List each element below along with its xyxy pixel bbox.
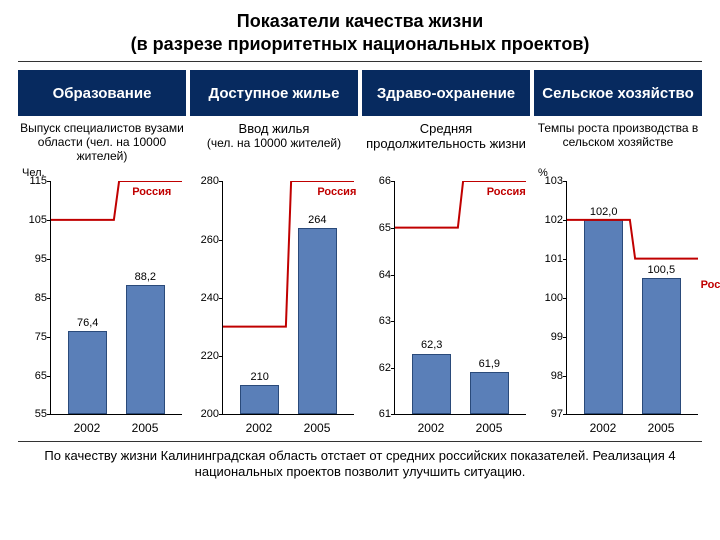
ytick: 55 bbox=[21, 408, 47, 420]
subtitle-3: Темпы роста производства в сельском хозя… bbox=[534, 122, 702, 163]
tab-0: Образование bbox=[18, 70, 186, 116]
ytick: 103 bbox=[537, 175, 563, 187]
ytick: 97 bbox=[537, 408, 563, 420]
ytick: 102 bbox=[537, 214, 563, 226]
ytick-mark bbox=[563, 414, 567, 415]
ytick: 105 bbox=[21, 214, 47, 226]
ytick-mark bbox=[47, 414, 51, 415]
russia-line bbox=[395, 181, 526, 414]
divider-top bbox=[18, 61, 702, 62]
russia-label: Россия bbox=[701, 279, 720, 291]
divider-bottom bbox=[18, 441, 702, 442]
ytick: 200 bbox=[193, 408, 219, 420]
xcat: 2005 bbox=[132, 421, 159, 435]
ytick: 98 bbox=[537, 370, 563, 382]
ytick: 101 bbox=[537, 253, 563, 265]
plot-3: 979899100101102103102,0100,5Россия bbox=[566, 181, 698, 415]
xcat: 2005 bbox=[304, 421, 331, 435]
xcat: 2005 bbox=[648, 421, 675, 435]
ytick: 65 bbox=[365, 222, 391, 234]
ytick: 85 bbox=[21, 292, 47, 304]
ytick: 66 bbox=[365, 175, 391, 187]
ytick: 260 bbox=[193, 234, 219, 246]
title-line2: (в разрезе приоритетных национальных про… bbox=[18, 33, 702, 56]
xcat: 2002 bbox=[590, 421, 617, 435]
ytick: 61 bbox=[365, 408, 391, 420]
ytick-mark bbox=[391, 414, 395, 415]
tab-3: Сельское хозяйство bbox=[534, 70, 702, 116]
title-line1: Показатели качества жизни bbox=[18, 10, 702, 33]
subtitle-2: Средняя продолжительность жизни bbox=[362, 122, 530, 163]
xcat: 2005 bbox=[476, 421, 503, 435]
russia-line bbox=[51, 181, 182, 414]
chart-2: 61626364656662,361,9Россия 2002 2005 bbox=[362, 167, 530, 437]
ytick-mark bbox=[219, 414, 223, 415]
ytick: 99 bbox=[537, 331, 563, 343]
charts-row: Чел.556575859510511576,488,2Россия200220… bbox=[18, 167, 702, 437]
ytick: 95 bbox=[21, 253, 47, 265]
footer-text: По качеству жизни Калининградская област… bbox=[18, 448, 702, 479]
ytick: 115 bbox=[21, 175, 47, 187]
xcat: 2002 bbox=[418, 421, 445, 435]
ytick: 100 bbox=[537, 292, 563, 304]
ytick: 75 bbox=[21, 331, 47, 343]
chart-1: 200220240260280210264Россия 2002 2005 bbox=[190, 167, 358, 437]
ytick: 62 bbox=[365, 362, 391, 374]
russia-label: Россия bbox=[487, 186, 526, 198]
subtitles-row: Выпуск специалистов вузами области (чел.… bbox=[18, 122, 702, 163]
xcat: 2002 bbox=[74, 421, 101, 435]
tabs-row: ОбразованиеДоступное жильеЗдраво-охранен… bbox=[18, 70, 702, 116]
russia-line bbox=[223, 181, 354, 414]
slide: Показатели качества жизни (в разрезе при… bbox=[0, 0, 720, 540]
russia-label: Россия bbox=[317, 186, 356, 198]
plot-2: 61626364656662,361,9Россия bbox=[394, 181, 526, 415]
ytick: 280 bbox=[193, 175, 219, 187]
subtitle-0: Выпуск специалистов вузами области (чел.… bbox=[18, 122, 186, 163]
ytick: 65 bbox=[21, 370, 47, 382]
plot-0: 556575859510511576,488,2Россия bbox=[50, 181, 182, 415]
plot-1: 200220240260280210264Россия bbox=[222, 181, 354, 415]
chart-0: Чел.556575859510511576,488,2Россия200220… bbox=[18, 167, 186, 437]
russia-line bbox=[567, 181, 698, 414]
subtitle-1: Ввод жилья(чел. на 10000 жителей) bbox=[190, 122, 358, 163]
russia-label: Россия bbox=[132, 186, 171, 198]
xcat: 2002 bbox=[246, 421, 273, 435]
ytick: 64 bbox=[365, 269, 391, 281]
ytick: 240 bbox=[193, 292, 219, 304]
page-title: Показатели качества жизни (в разрезе при… bbox=[18, 10, 702, 55]
ytick: 63 bbox=[365, 315, 391, 327]
ytick: 220 bbox=[193, 350, 219, 362]
tab-1: Доступное жилье bbox=[190, 70, 358, 116]
chart-3: %979899100101102103102,0100,5Россия20022… bbox=[534, 167, 702, 437]
tab-2: Здраво-охранение bbox=[362, 70, 530, 116]
